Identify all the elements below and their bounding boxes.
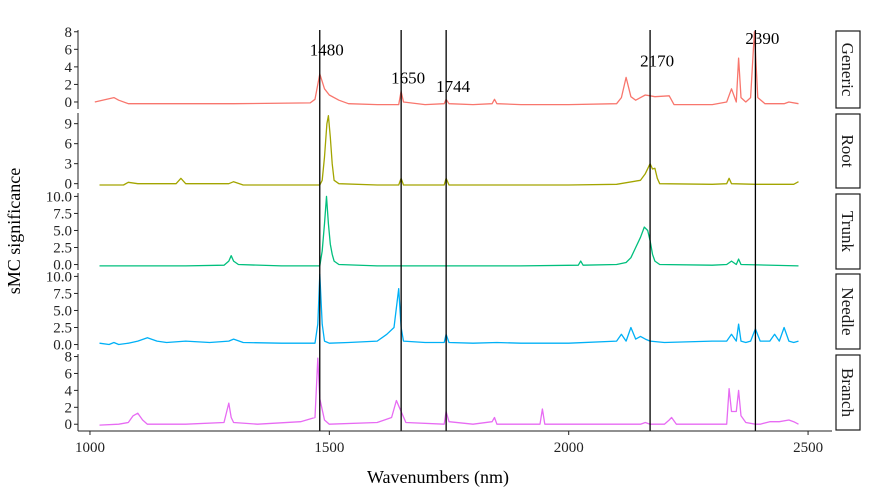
y-tick-label: 3 (65, 157, 73, 173)
y-tick-label: 6 (65, 137, 73, 153)
facet-label: Branch (838, 368, 857, 418)
series-line-needle (99, 273, 799, 346)
y-tick-label: 2 (65, 400, 73, 416)
y-tick-label: 0.0 (53, 338, 72, 354)
vlines-layer (319, 30, 757, 431)
x-tick-label: 2000 (554, 440, 584, 456)
annotations-layer: 1480 1650 1744 2170 2390 (310, 29, 780, 96)
y-tick-label: 6 (65, 42, 73, 58)
y-tick-label: 9 (65, 117, 73, 133)
facet-strip (835, 354, 861, 431)
peak-annotation: 1744 (436, 77, 471, 96)
y-tick-label: 0 (65, 417, 73, 433)
x-tick-label: 1500 (314, 440, 344, 456)
y-tick-label: 4 (65, 383, 73, 399)
y-tick-label: 0.0 (53, 258, 72, 274)
series-line-root (99, 115, 799, 186)
y-tick-label: 8 (65, 25, 73, 41)
panel-generic: 0 24 68 Generic (65, 25, 861, 111)
y-tick-label: 10.0 (46, 189, 72, 205)
series-line-generic (94, 31, 799, 106)
x-tick-label: 1000 (75, 440, 105, 456)
x-axis: 1000 1500 2000 2500 (75, 430, 832, 456)
y-tick-label: 2.5 (53, 241, 72, 257)
y-tick-label: 7.5 (53, 286, 72, 302)
facet-label: Generic (838, 43, 857, 97)
y-axis-title: sMC significance (4, 168, 24, 294)
panels-layer: 02468Generic0369Root0.02.55.07.510.0Trun… (46, 25, 861, 433)
panel-needle: 0.02.5 5.07.510.0 Needle (46, 269, 861, 354)
y-tick-label: 8 (65, 350, 73, 366)
facet-strip (835, 193, 861, 270)
facet-strip (835, 273, 861, 350)
peak-annotation: 2390 (745, 29, 779, 48)
y-tick-label: 2.5 (53, 321, 72, 337)
y-tick-label: 0 (65, 95, 73, 111)
peak-annotation: 1650 (391, 68, 425, 87)
x-axis-title: Wavenumbers (nm) (367, 467, 509, 488)
peak-annotation: 1480 (310, 40, 344, 59)
peak-annotation: 2170 (640, 52, 674, 71)
facet-strip (835, 30, 861, 109)
facet-label: Needle (838, 287, 857, 335)
y-tick-label: 5.0 (53, 223, 72, 239)
panel-trunk: 0.02.5 5.07.510.0 Trunk (46, 189, 861, 274)
facet-label: Root (838, 134, 857, 167)
facet-label: Trunk (838, 211, 857, 252)
series-line-trunk (99, 195, 799, 267)
y-tick-label: 4 (65, 60, 73, 76)
y-tick-label: 7.5 (53, 206, 72, 222)
series-line-branch (99, 357, 799, 426)
facet-strip (835, 113, 861, 189)
y-tick-label: 6 (65, 366, 73, 382)
y-tick-label: 10.0 (46, 269, 72, 285)
x-tick-label: 2500 (793, 440, 823, 456)
y-tick-label: 0 (65, 177, 73, 193)
y-tick-label: 5.0 (53, 303, 72, 319)
panel-root: 0 3 6 9 Root (65, 113, 861, 193)
y-tick-label: 2 (65, 77, 73, 93)
